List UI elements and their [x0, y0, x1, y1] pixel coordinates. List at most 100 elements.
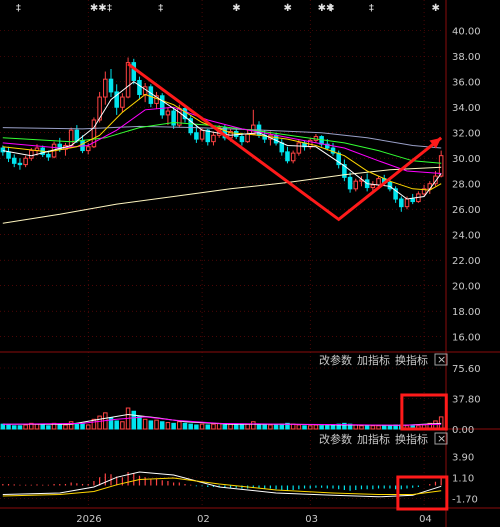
ma60-line — [2, 125, 442, 149]
volume-bar — [347, 423, 353, 430]
time-tick-label: 04 — [419, 514, 432, 525]
volume-bar — [63, 424, 68, 430]
candle — [23, 157, 28, 166]
indicator-switch-indicator-button[interactable]: 换指标 — [395, 432, 428, 446]
candle — [114, 91, 119, 108]
candle — [233, 130, 239, 138]
candle — [159, 95, 165, 116]
candle — [131, 62, 137, 81]
volume-bar — [97, 415, 102, 430]
price-tick-label: 26.00 — [452, 205, 481, 216]
candle — [97, 96, 102, 121]
volume-bar — [245, 423, 250, 430]
event-marker[interactable]: ‡ — [158, 3, 163, 14]
volume-close-icon[interactable] — [434, 353, 448, 366]
volume-bar — [330, 424, 336, 430]
price-tick-label: 38.00 — [452, 52, 481, 63]
event-marker[interactable]: ‡ — [16, 3, 21, 14]
event-marker[interactable]: ‡ — [369, 3, 374, 14]
volume-bar — [307, 425, 313, 430]
volume-bar — [177, 421, 182, 430]
event-marker[interactable]: ‡ — [107, 3, 112, 14]
time-tick-label: 2026 — [76, 514, 101, 525]
indicator-modify-params-button[interactable]: 改参数 — [319, 432, 352, 446]
candle — [91, 119, 97, 148]
candle — [171, 110, 176, 126]
price-tick-label: 30.00 — [452, 154, 481, 165]
ma30-line — [2, 121, 442, 164]
volume-bar — [313, 424, 319, 430]
volume-bar — [216, 422, 222, 430]
candle — [290, 152, 296, 162]
candle — [211, 134, 216, 143]
indicator-highlight-box — [396, 475, 449, 511]
annotation-arrowhead — [429, 137, 442, 149]
volume-ma10-line — [2, 416, 442, 426]
volume-bar — [268, 424, 273, 430]
candle — [57, 143, 63, 150]
indicator-tick-label: -1.70 — [452, 494, 478, 505]
axis-labels: 40.00 38.00 36.00 34.00 32.00 30.00 28.00 26.00… — [76, 27, 480, 525]
volume-bar — [381, 425, 387, 430]
event-marker[interactable]: ✱ — [232, 3, 240, 14]
indicator-add-indicator-button[interactable]: 加指标 — [357, 432, 390, 446]
event-marker[interactable]: ‡ — [329, 3, 334, 14]
price-tick-label: 28.00 — [452, 180, 481, 191]
event-marker[interactable]: ✱✱ — [90, 3, 107, 14]
event-marker[interactable]: ✱ — [431, 3, 439, 14]
volume-bar — [364, 425, 370, 430]
volume-bar — [159, 421, 165, 430]
ma5-line — [2, 81, 442, 200]
candle — [296, 142, 302, 154]
candle — [325, 143, 330, 149]
price-tick-label: 40.00 — [452, 27, 481, 38]
volume-add-indicator-button[interactable]: 加指标 — [357, 353, 390, 367]
volume-bar — [296, 424, 302, 430]
volume-tick-label: 75.60 — [452, 364, 481, 375]
volume-bar — [342, 422, 347, 430]
volume-bar — [11, 425, 17, 430]
volume-bar — [74, 422, 80, 430]
volume-bar — [137, 415, 142, 430]
volume-bar — [34, 423, 40, 430]
candle — [239, 136, 245, 143]
candle — [74, 129, 80, 141]
volume-bar — [154, 419, 159, 430]
volume-bar — [251, 421, 256, 430]
volume-bar — [114, 420, 119, 430]
candle — [285, 151, 290, 162]
candle — [421, 188, 427, 195]
volume-bar — [171, 422, 176, 430]
candle — [433, 175, 438, 185]
candle — [205, 129, 211, 143]
volume-bar — [165, 422, 171, 430]
volume-bar — [376, 425, 381, 430]
price-tick-label: 16.00 — [452, 333, 481, 344]
volume-switch-indicator-button[interactable]: 换指标 — [395, 353, 428, 367]
event-marker[interactable]: ✱ — [283, 3, 291, 14]
volume-bar — [194, 424, 199, 430]
volume-bar — [222, 424, 228, 430]
indicator-tick-label: 1.10 — [452, 473, 474, 484]
candle — [46, 153, 51, 158]
volume-bar — [325, 425, 330, 430]
volume-bar — [148, 420, 154, 430]
volume-bar — [279, 423, 285, 430]
volume-bar — [211, 423, 216, 430]
candle — [438, 155, 444, 177]
event-marker[interactable]: ✱✱ — [318, 3, 335, 14]
candle — [387, 181, 393, 190]
volume-bar — [0, 423, 6, 430]
volume-close-glyph: × — [437, 353, 446, 366]
volume-modify-params-button[interactable]: 改参数 — [319, 353, 352, 367]
volume-bar — [57, 423, 63, 430]
candle — [273, 134, 279, 144]
candle — [199, 129, 205, 140]
price-panel — [0, 57, 444, 224]
indicator-close-icon[interactable] — [434, 432, 448, 445]
price-tick-label: 36.00 — [452, 78, 481, 89]
volume-bar — [256, 423, 262, 430]
time-tick-label: 02 — [197, 514, 210, 525]
volume-bar — [239, 424, 245, 430]
volume-bar — [188, 423, 193, 430]
